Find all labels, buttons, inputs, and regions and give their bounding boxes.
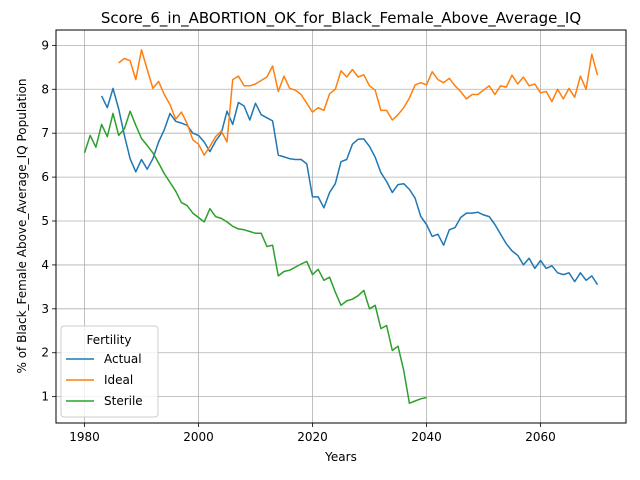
x-tick-label: 1980 xyxy=(69,430,100,444)
series-lines xyxy=(83,49,599,404)
x-axis-label: Years xyxy=(324,450,357,464)
x-tick-label: 2020 xyxy=(297,430,328,444)
y-tick-label: 9 xyxy=(41,38,49,52)
y-tick-label: 5 xyxy=(41,214,49,228)
y-axis-label: % of Black_Female Above_Average_IQ Popul… xyxy=(15,78,29,373)
series-line-sterile xyxy=(83,110,427,404)
x-tick-label: 2000 xyxy=(183,430,214,444)
chart-title: Score_6_in_ABORTION_OK_for_Black_Female_… xyxy=(101,9,581,28)
y-axis-ticks: 1 2 3 4 5 6 7 8 9 xyxy=(41,38,56,404)
legend-label-ideal: Ideal xyxy=(104,373,133,387)
series-line-ideal xyxy=(118,49,599,156)
y-tick-label: 6 xyxy=(41,170,49,184)
y-tick-label: 7 xyxy=(41,126,49,140)
y-tick-label: 3 xyxy=(41,302,49,316)
y-tick-label: 1 xyxy=(41,390,49,404)
y-tick-label: 2 xyxy=(41,346,49,360)
x-tick-label: 2060 xyxy=(525,430,556,444)
legend-label-actual: Actual xyxy=(104,352,142,366)
plot-frame xyxy=(55,29,627,424)
y-tick-label: 4 xyxy=(41,258,49,272)
x-axis-ticks: 1980 2000 2020 2040 2060 xyxy=(69,423,556,444)
series-line-actual xyxy=(100,87,599,286)
legend: Fertility Actual Ideal Sterile xyxy=(60,325,159,418)
grid-lines xyxy=(56,30,626,423)
legend-label-sterile: Sterile xyxy=(104,394,143,408)
x-tick-label: 2040 xyxy=(411,430,442,444)
legend-box xyxy=(60,325,159,418)
y-tick-label: 8 xyxy=(41,82,49,96)
legend-title: Fertility xyxy=(86,333,131,347)
